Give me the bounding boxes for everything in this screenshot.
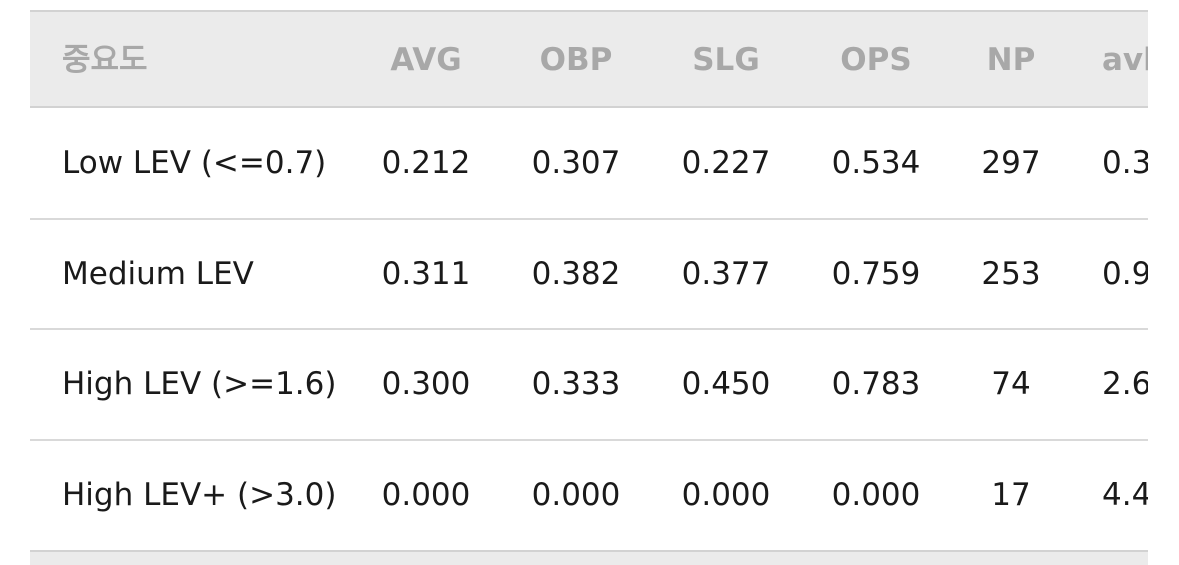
cell-value: 253 [981,255,1041,292]
cell-value: 0.333 [531,366,621,403]
cell-value: 0.000 [531,476,621,513]
column-header: NP [986,42,1036,78]
column-header: OBP [539,42,613,78]
cell-value: 0.9 [1102,255,1148,292]
cell-value: 0.000 [681,476,771,513]
cell-value: 74 [991,366,1031,403]
column-header: OPS [840,42,912,78]
row-label: Low LEV (<=0.7) [62,145,327,182]
cell-value: 0.000 [831,476,921,513]
cell-value: 17 [991,476,1031,513]
cell-value: 0.311 [381,255,471,292]
cell-value: 0.307 [531,145,621,182]
cell-value: 4.4 [1102,476,1148,513]
table-footer [30,550,1148,565]
cell-value: 0.534 [831,145,921,182]
cell-value: 0.450 [681,366,771,403]
row-separator [30,438,1148,441]
column-header: AVG [390,42,462,78]
column-header: avl [1102,42,1148,78]
column-header: 중요도 [62,42,148,78]
row-label: Medium LEV [62,255,254,292]
cell-value: 0.382 [531,255,621,292]
cell-value: 0.377 [681,255,771,292]
cell-value: 297 [981,145,1041,182]
cell-value: 0.212 [381,145,471,182]
row-separator [30,217,1148,220]
stats-table: 중요도 AVG OBP SLG OPS NP avl Low LEV (<=0.7) 0.212… [30,0,1148,565]
cell-value: 0.783 [831,366,921,403]
header-row [30,10,1148,108]
row-label: High LEV (>=1.6) [62,366,337,403]
cell-value: 0.759 [831,255,921,292]
column-header: SLG [692,42,760,78]
row-separator [30,328,1148,330]
cell-value: 0.3 [1102,145,1148,182]
row-label: High LEV+ (>3.0) [62,476,337,513]
cell-value: 0.300 [381,366,471,403]
cell-value: 2.6 [1102,366,1148,403]
cell-value: 0.000 [381,476,471,513]
cell-value: 0.227 [681,145,771,182]
